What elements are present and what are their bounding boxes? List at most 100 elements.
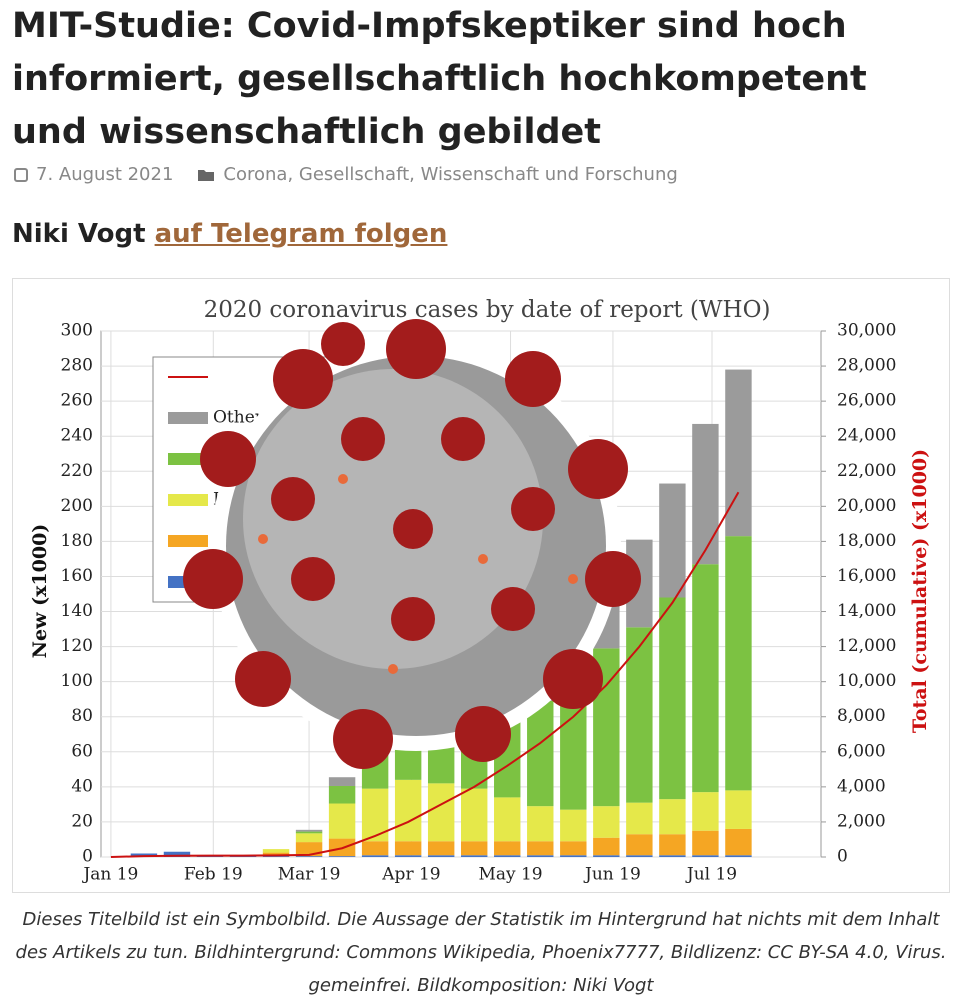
bar-segment [361,855,389,857]
x-tick-label: Jul 19 [685,865,737,885]
bar-segment [461,855,488,857]
bar-segment [295,856,323,857]
folder-icon [198,169,215,181]
bar-segment [328,785,356,804]
y-tick-label: 180 [61,531,93,551]
bar-segment [328,856,356,857]
bar-segment [427,855,455,857]
date-icon [14,167,28,182]
bar-segment [295,833,323,843]
bar-segment [461,841,488,856]
bar-segment [725,369,752,537]
y-tick-label: 40 [71,776,93,796]
legend-swatch [168,412,208,424]
y2-tick-label: 0 [837,847,848,867]
bar-segment [527,855,554,857]
y2-tick-label: 30,000 [837,321,896,341]
x-tick-label: Mar 19 [278,865,341,885]
y2-tick-label: 4,000 [837,776,886,796]
bar-segment [560,809,587,842]
bar-segment [394,779,422,842]
bar-segment [626,627,653,803]
article-title: MIT-Studie: Covid-Impfskeptiker sind hoc… [12,6,867,152]
bar-segment [394,841,422,856]
legend-swatch [168,494,208,506]
bar-segment [394,855,422,857]
bar-segment [593,837,620,856]
y2-tick-label: 2,000 [837,811,886,831]
x-tick-label: Jan 19 [81,865,138,885]
virus-spikes [183,319,641,769]
y-tick-label: 220 [61,461,93,481]
bar-segment [626,855,653,857]
y2-tick-label: 12,000 [837,636,896,656]
bar-segment [725,855,752,857]
bar-segment [593,855,620,857]
bar-segment [692,830,719,856]
bar-segment [659,483,686,598]
y-tick-label: 260 [61,391,93,411]
bar-segment [461,788,488,842]
bar-segment [659,855,686,857]
y2-tick-label: 28,000 [837,356,896,376]
y-tick-label: 120 [61,636,93,656]
bar-segment [527,841,554,856]
y-tick-label: 0 [82,847,93,867]
bar-segment [725,790,752,829]
y-tick-label: 300 [61,321,93,341]
bar-segment [692,423,719,565]
bar-segment [692,792,719,831]
y2-tick-label: 8,000 [837,706,886,726]
bar-segment [692,855,719,857]
y-tick-label: 80 [71,706,93,726]
bar-segment [626,802,653,835]
y2-axis-label: Total (cumulative) (x1000) [909,449,931,733]
bar-segment [295,831,323,834]
x-tick-label: Feb 19 [184,865,243,885]
chart: 2020 coronavirus cases by date of report… [29,297,931,885]
y-tick-label: 20 [71,811,93,831]
post-meta: 7. August 2021 Corona, Gesellschaft, Wis… [14,164,678,185]
bar-segment [494,855,521,857]
y2-tick-label: 10,000 [837,671,896,691]
bar-segment [560,841,587,856]
y2-tick-label: 16,000 [837,566,896,586]
bar-segment [527,700,554,807]
bar-segment [593,806,620,838]
bar-segment [262,852,290,857]
bar-segment [725,536,752,791]
y-tick-label: 200 [61,496,93,516]
bar-segment [328,803,356,839]
bar-segment [659,834,686,856]
bar-segment [361,841,389,856]
chart-title: 2020 coronavirus cases by date of report… [204,297,771,323]
x-tick-label: Apr 19 [381,865,440,885]
bar-segment [295,829,323,832]
bar-segment [692,564,719,793]
cumulative-line [110,491,740,858]
bar-segment [361,788,389,842]
post-categories[interactable]: Corona, Gesellschaft, Wissenschaft und F… [223,164,678,185]
featured-image: 2020 coronavirus cases by date of report… [12,278,950,893]
y-tick-label: 280 [61,356,93,376]
y2-tick-label: 24,000 [837,426,896,446]
bar-segment [262,849,290,853]
bar-segment [659,799,686,835]
image-caption: Dieses Titelbild ist ein Symbolbild. Die… [15,909,947,996]
bar-segment [328,777,356,786]
bar-segment [427,841,455,856]
y-tick-label: 160 [61,566,93,586]
author-line: Niki Vogt auf Telegram folgen [12,219,447,249]
y-tick-label: 240 [61,426,93,446]
y-tick-label: 60 [71,741,93,761]
telegram-link[interactable]: auf Telegram folgen [154,219,448,249]
post-date[interactable]: 7. August 2021 [36,164,174,185]
bar-segment [659,597,686,800]
legend-swatch [168,535,208,547]
bar-segment [725,828,752,856]
bar-segment [494,797,521,842]
y2-tick-label: 6,000 [837,741,886,761]
x-tick-label: May 19 [478,865,542,885]
y2-tick-label: 20,000 [837,496,896,516]
